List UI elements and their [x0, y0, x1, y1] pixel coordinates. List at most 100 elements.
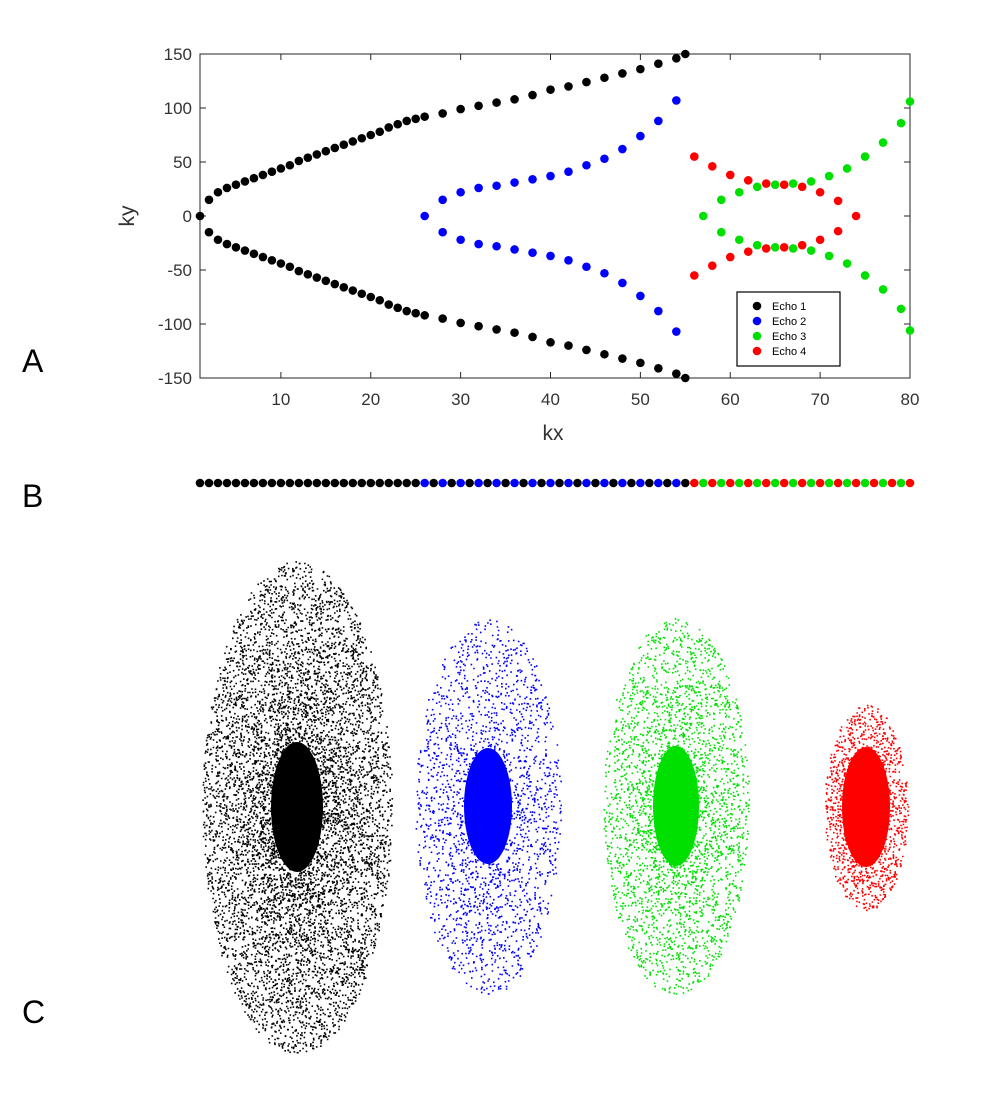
- point-echo-3: [824, 251, 834, 261]
- point-echo-3: [860, 152, 870, 161]
- point-echo-1: [510, 95, 519, 104]
- point-echo-3: [878, 285, 888, 294]
- row-dot: [339, 478, 349, 488]
- point-echo-3: [734, 187, 744, 197]
- panel-label-c: C: [22, 994, 46, 1030]
- row-dot: [878, 478, 888, 488]
- point-echo-3: [806, 246, 816, 255]
- point-echo-4: [779, 180, 789, 189]
- point-echo-3: [878, 138, 888, 147]
- point-echo-4: [707, 261, 717, 270]
- point-echo-1: [600, 349, 609, 359]
- point-echo-1: [294, 266, 304, 276]
- row-dot: [348, 478, 358, 488]
- row-dot: [429, 478, 438, 488]
- point-echo-1: [420, 112, 429, 121]
- row-dot: [842, 478, 852, 488]
- legend-marker: [752, 331, 762, 341]
- legend-label: Echo 3: [772, 331, 806, 343]
- point-echo-3: [806, 177, 816, 186]
- point-echo-1: [402, 116, 412, 126]
- row-dot: [258, 478, 268, 488]
- row-dot: [474, 478, 483, 488]
- row-dot: [564, 478, 573, 488]
- point-echo-2: [456, 235, 465, 245]
- point-echo-1: [249, 173, 259, 183]
- legend-label: Echo 4: [772, 346, 806, 358]
- point-echo-1: [303, 270, 313, 279]
- row-dot: [411, 478, 420, 488]
- point-echo-4: [690, 271, 699, 280]
- point-echo-3: [905, 326, 915, 335]
- point-echo-1: [258, 170, 268, 180]
- point-echo-1: [195, 211, 205, 221]
- row-dot: [501, 478, 510, 488]
- row-dot: [447, 478, 456, 488]
- point-echo-1: [393, 119, 403, 129]
- row-dot: [321, 478, 331, 488]
- point-echo-1: [321, 276, 331, 286]
- y-tick-label: 150: [164, 45, 192, 64]
- point-echo-1: [618, 69, 627, 78]
- point-echo-1: [546, 85, 555, 94]
- panel-b-dot-row: [195, 478, 915, 488]
- row-dot: [438, 478, 447, 488]
- row-dot: [375, 478, 385, 488]
- row-dot: [681, 478, 690, 488]
- point-echo-3: [905, 97, 915, 106]
- row-dot: [231, 478, 241, 488]
- point-echo-1: [312, 150, 322, 159]
- row-dot: [267, 478, 277, 488]
- point-echo-2: [492, 181, 501, 191]
- ellipse-echo-2-core: [464, 748, 512, 864]
- point-echo-3: [770, 243, 780, 252]
- point-echo-4: [725, 170, 735, 180]
- panel-label-b: B: [22, 478, 44, 514]
- ellipse-echo-3: [603, 618, 751, 995]
- row-dot: [483, 478, 492, 488]
- x-tick-label: 50: [631, 390, 650, 409]
- y-tick-label: 0: [183, 207, 192, 226]
- point-echo-3: [824, 171, 834, 181]
- point-echo-1: [456, 318, 465, 328]
- point-echo-1: [213, 235, 223, 245]
- point-echo-3: [896, 118, 906, 128]
- point-echo-1: [339, 282, 349, 292]
- point-echo-4: [690, 152, 699, 161]
- point-echo-1: [222, 183, 232, 193]
- point-echo-1: [456, 104, 465, 114]
- row-dot: [546, 478, 555, 488]
- x-tick-label: 70: [811, 390, 830, 409]
- point-echo-1: [402, 306, 412, 316]
- point-echo-2: [474, 239, 483, 249]
- point-echo-1: [240, 246, 250, 255]
- x-tick-label: 60: [721, 390, 740, 409]
- point-echo-1: [357, 289, 367, 299]
- point-echo-1: [564, 341, 573, 350]
- legend-marker: [752, 301, 762, 311]
- row-dot: [519, 478, 528, 488]
- x-tick-label: 20: [361, 390, 380, 409]
- row-dot: [357, 478, 367, 488]
- point-echo-1: [654, 59, 663, 69]
- row-dot: [330, 478, 340, 488]
- point-echo-4: [743, 176, 753, 185]
- row-dot: [788, 478, 798, 488]
- point-echo-1: [672, 54, 681, 63]
- row-dot: [618, 478, 627, 488]
- row-dot: [645, 478, 654, 488]
- ellipse-echo-1: [202, 561, 394, 1054]
- row-dot: [896, 478, 906, 488]
- row-dot: [600, 478, 609, 488]
- row-dot: [366, 478, 376, 488]
- point-echo-3: [752, 182, 762, 192]
- row-dot: [761, 478, 771, 488]
- row-dot: [537, 478, 546, 488]
- point-echo-1: [546, 338, 555, 347]
- point-echo-3: [842, 259, 852, 268]
- point-echo-2: [636, 291, 645, 301]
- row-dot: [698, 478, 708, 488]
- point-echo-2: [510, 245, 519, 254]
- point-echo-1: [528, 332, 537, 342]
